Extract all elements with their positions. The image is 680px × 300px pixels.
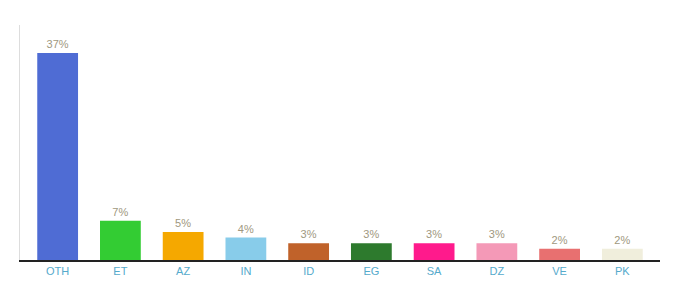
svg-text:4%: 4%	[238, 223, 254, 235]
svg-text:ET: ET	[113, 265, 127, 277]
svg-text:VE: VE	[552, 265, 567, 277]
svg-text:7%: 7%	[112, 206, 128, 218]
svg-text:3%: 3%	[363, 228, 379, 240]
svg-text:5%: 5%	[175, 217, 191, 229]
svg-text:PK: PK	[615, 265, 630, 277]
svg-text:2%: 2%	[552, 234, 568, 246]
svg-text:IN: IN	[240, 265, 251, 277]
svg-text:3%: 3%	[301, 228, 317, 240]
svg-text:2%: 2%	[614, 234, 630, 246]
svg-text:3%: 3%	[489, 228, 505, 240]
svg-text:3%: 3%	[426, 228, 442, 240]
svg-text:EG: EG	[363, 265, 379, 277]
svg-text:ID: ID	[303, 265, 314, 277]
svg-text:37%: 37%	[47, 38, 69, 50]
svg-text:AZ: AZ	[176, 265, 190, 277]
svg-text:DZ: DZ	[490, 265, 505, 277]
svg-text:SA: SA	[427, 265, 442, 277]
svg-text:OTH: OTH	[46, 265, 69, 277]
